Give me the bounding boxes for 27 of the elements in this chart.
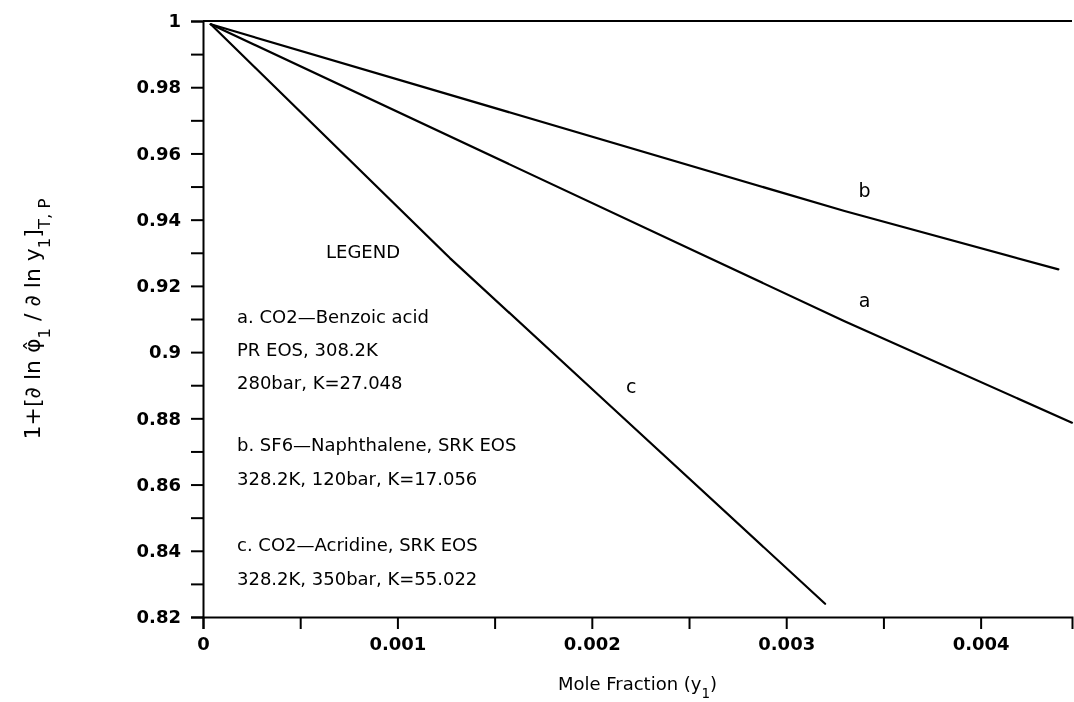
x-axis-title: Mole Fraction (y$_{1}$): [557, 673, 718, 701]
x-tick-label: 0.001: [369, 632, 427, 654]
y-tick-label: 0.94: [136, 208, 181, 230]
x-tick-label: 0.004: [952, 632, 1010, 654]
annotation: a. CO2—Benzoic acid: [237, 306, 429, 327]
annotation: LEGEND: [326, 241, 401, 262]
y-tick-label: 0.84: [136, 540, 181, 562]
annotation: PR EOS, 308.2K: [237, 339, 380, 360]
series-label: a: [858, 288, 871, 311]
y-tick-label: 0.82: [136, 606, 181, 628]
annotation: c. CO2—Acridine, SRK EOS: [237, 534, 478, 555]
series-label: b: [858, 178, 871, 201]
y-tick-label: 0.96: [136, 142, 181, 164]
y-tick-label: 0.88: [136, 407, 181, 429]
annotation: 328.2K, 350bar, K=55.022: [237, 568, 478, 589]
y-tick-label: 1: [168, 10, 181, 32]
series-label: c: [626, 374, 637, 397]
annotation: 328.2K, 120bar, K=17.056: [237, 468, 478, 489]
x-tick-label: 0.003: [758, 632, 816, 654]
x-tick-label: 0.002: [563, 632, 621, 654]
y-tick-label: 0.92: [136, 275, 181, 297]
annotation: b. SF6—Naphthalene, SRK EOS: [237, 434, 517, 455]
x-tick-label: 0: [197, 632, 210, 654]
y-tick-label: 0.9: [149, 341, 181, 363]
annotation: 280bar, K=27.048: [237, 372, 403, 393]
y-tick-label: 0.86: [136, 473, 181, 495]
y-tick-label: 0.98: [136, 76, 181, 98]
